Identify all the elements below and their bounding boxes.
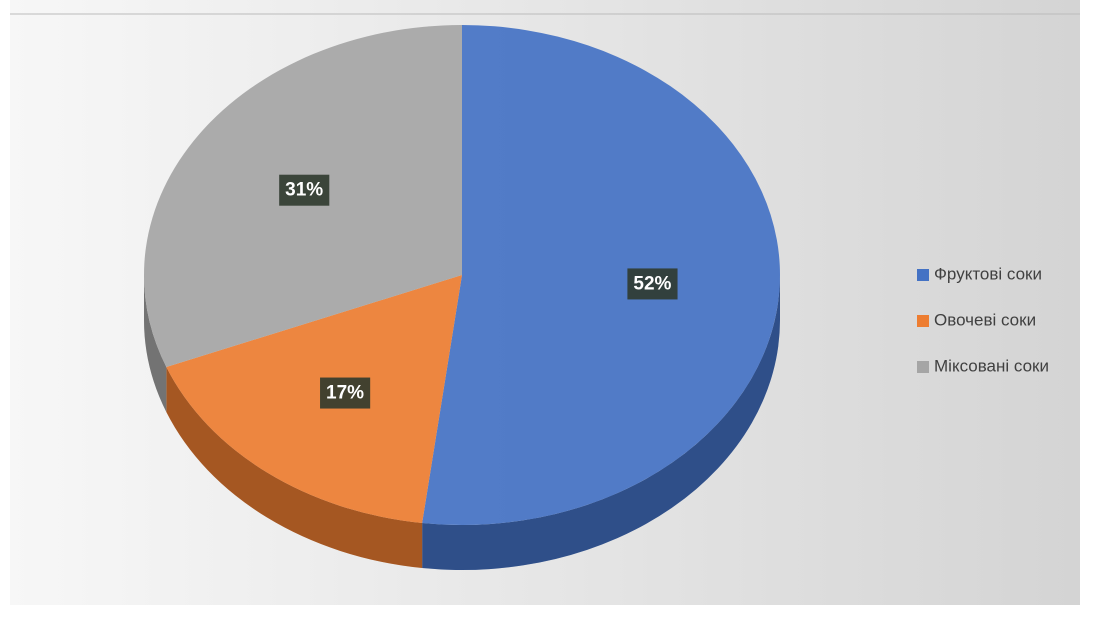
slice-side-shade xyxy=(166,367,423,569)
slice-side-shade xyxy=(422,275,780,571)
slice-side-shade xyxy=(144,275,167,413)
legend-swatch xyxy=(917,269,929,281)
legend-label: Овочеві соки xyxy=(934,310,1036,329)
data-label-group: 17% xyxy=(320,377,371,409)
slice-side xyxy=(166,367,423,569)
data-label: 17% xyxy=(326,383,364,404)
legend-swatch xyxy=(917,315,929,327)
slice xyxy=(166,275,463,524)
data-label-box xyxy=(320,377,371,409)
data-label-box xyxy=(627,268,678,300)
data-label: 52% xyxy=(633,273,671,294)
data-label-group: 31% xyxy=(279,174,330,206)
data-label-box xyxy=(279,174,330,206)
slice-side xyxy=(144,275,167,413)
slice-side xyxy=(422,275,780,571)
legend-label: Фруктові соки xyxy=(934,264,1042,283)
slice xyxy=(422,25,780,525)
data-label-group: 52% xyxy=(627,268,678,300)
legend-label: Міксовані соки xyxy=(934,356,1049,375)
legend-swatch xyxy=(917,361,929,373)
data-label: 31% xyxy=(285,180,323,201)
